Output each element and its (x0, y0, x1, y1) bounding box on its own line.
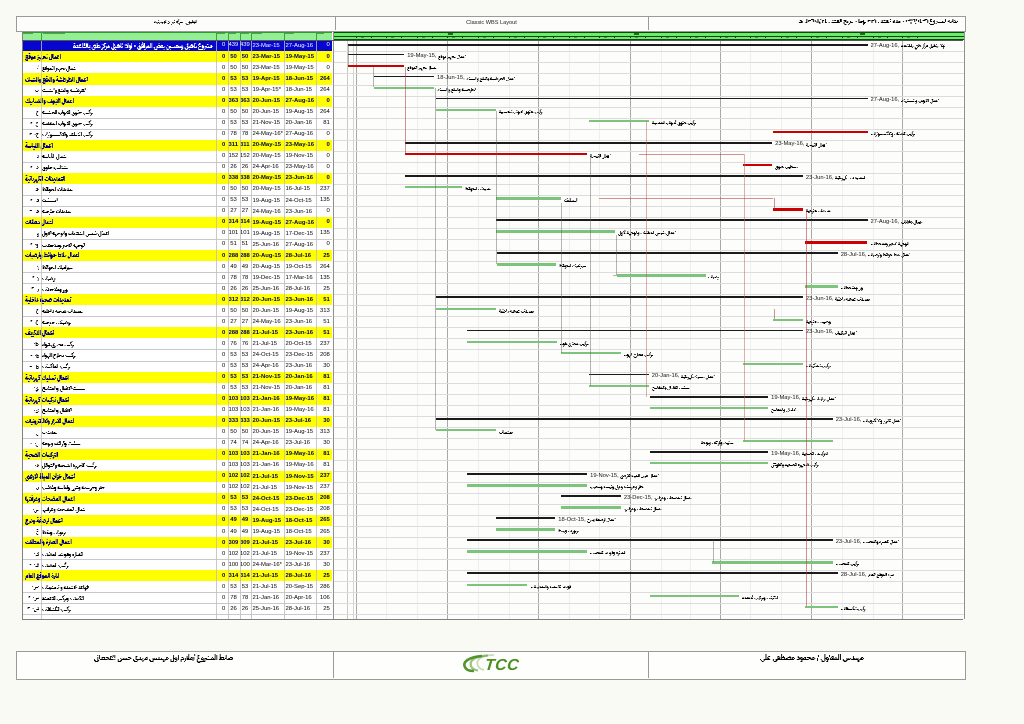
svg-text:TCC: TCC (484, 656, 520, 674)
